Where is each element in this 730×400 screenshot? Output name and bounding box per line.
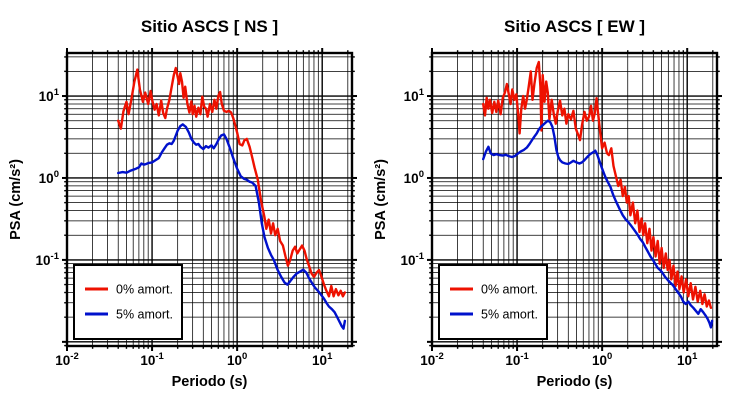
series-line-0pct (117, 66, 347, 298)
chart-panel-ns: 0% amort. 5% amort. 10-2 10-1 100 101 10-1 100 1… (8, 17, 357, 390)
plot-frame (430, 51, 719, 348)
y-tick-label: 101 (39, 87, 60, 104)
x-tick-label: 100 (592, 351, 612, 368)
legend-box (73, 264, 183, 340)
legend: 0% amort. 5% amort. (438, 264, 548, 340)
x-tick-label: 101 (312, 351, 333, 368)
chart-title: Sitio ASCS [ EW ] (504, 17, 645, 36)
legend-label: 5% amort. (116, 308, 173, 322)
chart-panel-ew: 0% amort. 5% amort. 10-2 10-1 100 101 10-1 100 1… (365, 0, 730, 400)
x-tick-label: 10-2 (420, 351, 443, 368)
x-axis-label: Periodo (s) (537, 374, 613, 390)
legend: 0% amort. 5% amort. (73, 264, 183, 340)
grid (66, 53, 352, 346)
series-group (482, 60, 714, 329)
x-tick-label: 10-1 (505, 351, 529, 368)
series-line-5pct (482, 119, 714, 329)
plot-frame (65, 51, 354, 348)
axes-frame (427, 48, 722, 351)
y-tick-label: 100 (39, 169, 59, 186)
series-line-5pct (117, 123, 347, 330)
series-group (117, 66, 347, 330)
chart-ns: 0% amort. 5% amort. 10-2 10-1 100 101 10-1 100 1… (8, 17, 357, 390)
y-tick-label: 10-1 (401, 251, 425, 268)
legend-box (438, 264, 548, 340)
chart-ew: 0% amort. 5% amort. 10-2 10-1 100 101 10-1 100 1… (373, 17, 722, 390)
y-tick-label: 10-1 (36, 251, 60, 268)
y-tick-label: 101 (404, 87, 425, 104)
x-tick-label: 10-1 (140, 351, 164, 368)
y-axis-label: PSA (cm/s²) (373, 159, 389, 240)
legend-label: 5% amort. (481, 308, 538, 322)
x-tick-label: 100 (227, 351, 247, 368)
x-tick-label: 101 (677, 351, 698, 368)
chart-title: Sitio ASCS [ NS ] (141, 17, 278, 36)
y-tick-label: 100 (404, 169, 424, 186)
axes-frame (62, 48, 357, 351)
x-tick-label: 10-2 (55, 351, 78, 368)
y-axis-label: PSA (cm/s²) (8, 159, 24, 240)
legend-label: 0% amort. (116, 283, 173, 297)
legend-label: 0% amort. (481, 283, 538, 297)
x-axis-label: Periodo (s) (172, 374, 248, 390)
series-line-0pct (482, 60, 713, 309)
